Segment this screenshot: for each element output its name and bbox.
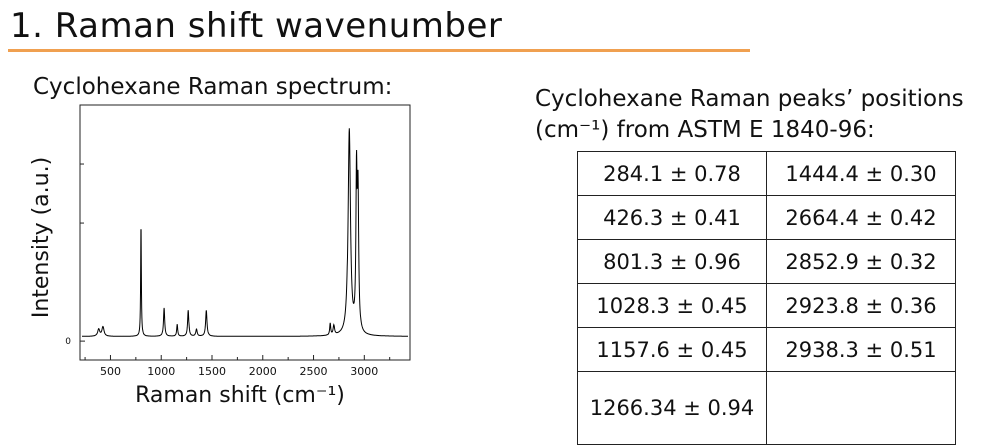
page-title: 1. Raman shift wavenumber <box>10 6 503 46</box>
x-tick-label: 500 <box>100 365 121 378</box>
table-row: 426.3 ± 0.41 2664.4 ± 0.42 <box>577 195 956 240</box>
table-cell: 284.1 ± 0.78 <box>577 151 767 196</box>
x-tick-label: 1000 <box>147 365 175 378</box>
table-row: 1028.3 ± 0.45 2923.8 ± 0.36 <box>577 283 956 328</box>
table-cell: 426.3 ± 0.41 <box>577 195 767 240</box>
table-caption-line-1: Cyclohexane Raman peaks’ positions <box>535 86 964 112</box>
table-cell: 2923.8 ± 0.36 <box>766 283 956 328</box>
y-axis-label: Intensity (a.u.) <box>29 157 54 318</box>
x-tick-label: 1500 <box>198 365 226 378</box>
table-caption-line-2: (cm⁻¹) from ASTM E 1840-96: <box>535 117 875 143</box>
table-cell: 1266.34 ± 0.94 <box>577 371 767 445</box>
x-axis-label: Raman shift (cm⁻¹) <box>135 383 345 408</box>
table-row: 801.3 ± 0.96 2852.9 ± 0.32 <box>577 239 956 284</box>
x-tick-label: 3000 <box>350 365 378 378</box>
table-cell: 801.3 ± 0.96 <box>577 239 767 284</box>
table-cell: 2852.9 ± 0.32 <box>766 239 956 284</box>
peaks-table: 284.1 ± 0.78 1444.4 ± 0.30 426.3 ± 0.41 … <box>577 151 956 445</box>
table-cell: 2938.3 ± 0.51 <box>766 327 956 372</box>
table-cell: 1444.4 ± 0.30 <box>766 151 956 196</box>
table-cell: 1157.6 ± 0.45 <box>577 327 767 372</box>
title-underline <box>8 49 750 52</box>
table-row: 284.1 ± 0.78 1444.4 ± 0.30 <box>577 151 956 196</box>
plot-frame <box>79 104 411 361</box>
spectrum-line <box>82 128 408 337</box>
table-row: 1157.6 ± 0.45 2938.3 ± 0.51 <box>577 327 956 372</box>
x-tick-label: 2000 <box>249 365 277 378</box>
raman-spectrum-chart: 500 1000 1500 2000 2500 3000 0 Raman shift (cm⁻… <box>29 104 411 408</box>
table-cell <box>766 371 956 445</box>
y-tick-label: 0 <box>65 337 71 347</box>
table-cell: 1028.3 ± 0.45 <box>577 283 767 328</box>
table-caption: Cyclohexane Raman peaks’ positions (cm⁻¹… <box>535 84 964 146</box>
table-row: 1266.34 ± 0.94 <box>577 371 956 445</box>
spectrum-caption: Cyclohexane Raman spectrum: <box>33 74 393 100</box>
x-tick-label: 2500 <box>300 365 328 378</box>
table-cell: 2664.4 ± 0.42 <box>766 195 956 240</box>
